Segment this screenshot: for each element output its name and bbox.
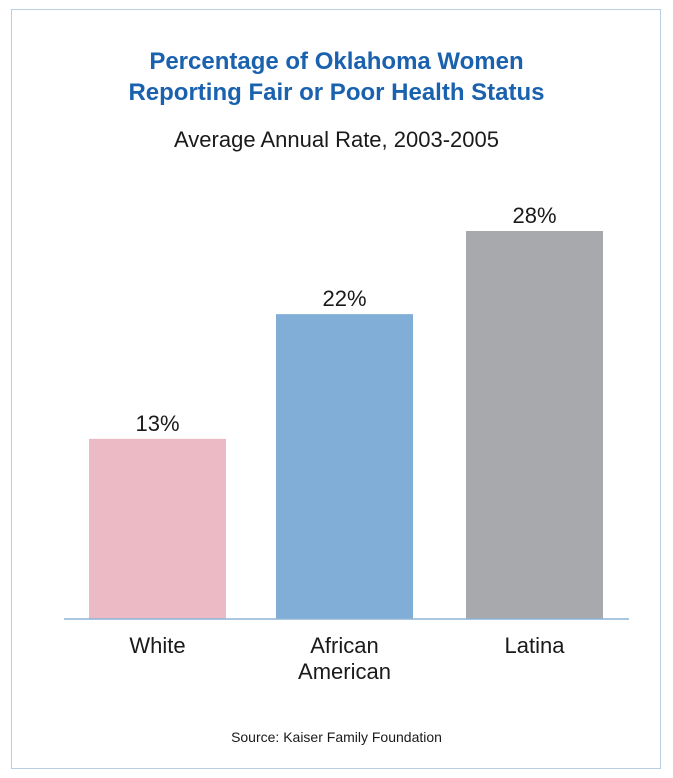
category-label-1: African American [298, 633, 391, 684]
data-label-1: 22% [322, 286, 366, 311]
data-label-0: 13% [135, 411, 179, 436]
category-label-line: Latina [505, 633, 566, 658]
category-label-line: American [298, 659, 391, 684]
bar-1 [276, 314, 413, 619]
data-label-2: 28% [512, 203, 556, 228]
source-note: Source: Kaiser Family Foundation [0, 729, 673, 745]
category-label-line: White [129, 633, 185, 658]
bar-2 [466, 231, 603, 619]
bar-0 [89, 439, 226, 619]
category-label-0: White [129, 633, 185, 658]
category-label-line: African [310, 633, 378, 658]
category-label-2: Latina [505, 633, 566, 658]
